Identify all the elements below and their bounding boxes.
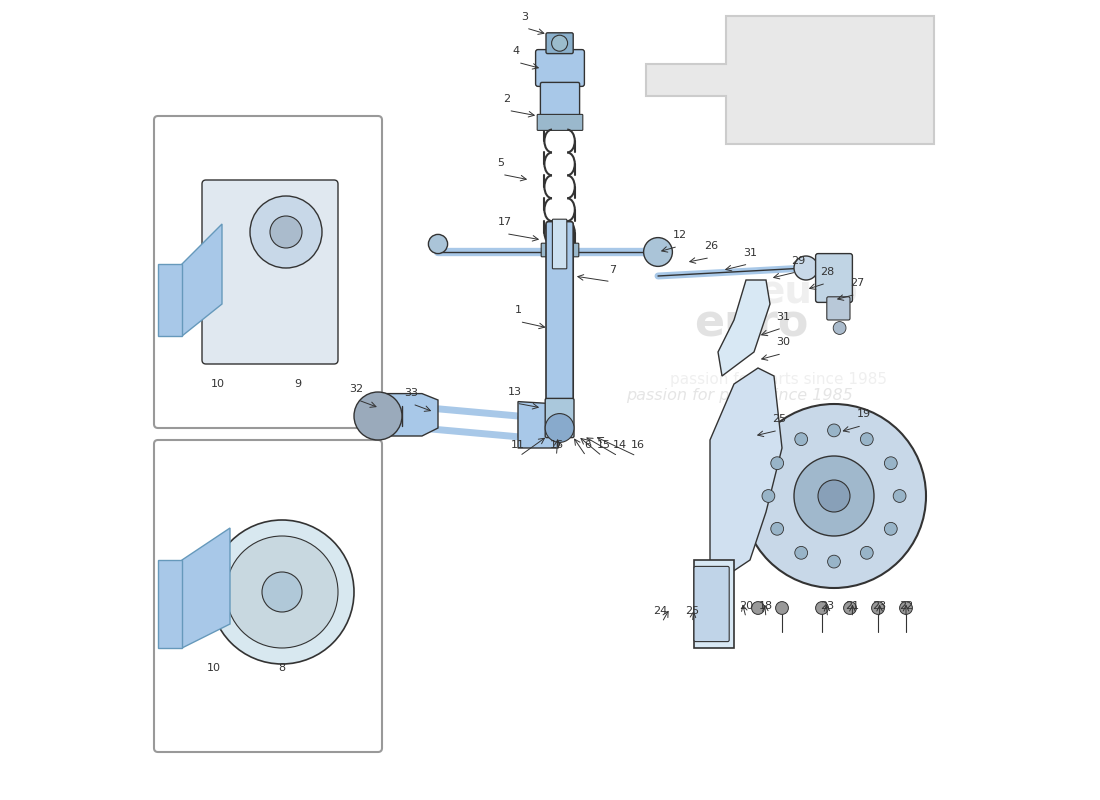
Circle shape [795, 433, 807, 446]
Polygon shape [182, 224, 222, 336]
FancyBboxPatch shape [815, 254, 852, 302]
Circle shape [893, 490, 906, 502]
Text: 12: 12 [672, 230, 686, 240]
Text: 18: 18 [759, 602, 773, 611]
FancyBboxPatch shape [541, 243, 579, 257]
Text: 21: 21 [845, 602, 859, 611]
Circle shape [771, 522, 783, 535]
Circle shape [270, 216, 302, 248]
Text: 22: 22 [899, 602, 913, 611]
Text: 24: 24 [653, 606, 668, 616]
FancyBboxPatch shape [536, 50, 584, 86]
FancyBboxPatch shape [537, 114, 583, 130]
Circle shape [827, 424, 840, 437]
Text: 1: 1 [515, 305, 521, 315]
Text: 5: 5 [497, 158, 504, 168]
Text: 9: 9 [295, 379, 301, 389]
Circle shape [844, 602, 857, 614]
Text: 31: 31 [742, 247, 757, 258]
Text: 20: 20 [739, 602, 754, 611]
Polygon shape [694, 560, 734, 648]
Circle shape [428, 234, 448, 254]
Text: 16: 16 [631, 440, 645, 450]
FancyBboxPatch shape [154, 116, 382, 428]
Circle shape [771, 457, 783, 470]
Text: 28: 28 [821, 266, 835, 277]
Text: 19: 19 [857, 409, 871, 419]
Circle shape [250, 196, 322, 268]
Polygon shape [158, 264, 182, 336]
Polygon shape [158, 560, 182, 648]
Circle shape [210, 520, 354, 664]
Circle shape [833, 322, 846, 334]
Text: 13: 13 [508, 387, 521, 397]
FancyBboxPatch shape [552, 219, 567, 269]
Text: 17: 17 [497, 218, 512, 227]
Circle shape [226, 536, 338, 648]
Circle shape [776, 602, 789, 614]
Circle shape [742, 404, 926, 588]
Text: 27: 27 [850, 278, 865, 288]
Circle shape [860, 546, 873, 559]
Circle shape [644, 238, 672, 266]
FancyBboxPatch shape [546, 33, 573, 54]
Text: euro: euro [758, 274, 858, 312]
Circle shape [794, 256, 818, 280]
Circle shape [795, 546, 807, 559]
Text: 23: 23 [821, 602, 835, 611]
Circle shape [794, 456, 874, 536]
Circle shape [262, 572, 303, 612]
FancyBboxPatch shape [546, 222, 573, 402]
FancyBboxPatch shape [202, 180, 338, 364]
Text: 29: 29 [791, 256, 805, 266]
Text: 33: 33 [404, 388, 418, 398]
Text: 7: 7 [608, 265, 616, 275]
Text: passion for parts since 1985: passion for parts since 1985 [626, 388, 852, 403]
Text: 8: 8 [278, 663, 286, 673]
Polygon shape [718, 280, 770, 376]
Circle shape [762, 490, 774, 502]
Text: 11: 11 [512, 440, 525, 450]
Text: 6: 6 [584, 440, 591, 450]
Text: 3: 3 [521, 11, 528, 22]
Circle shape [900, 602, 912, 614]
Circle shape [815, 602, 828, 614]
Text: 25: 25 [772, 414, 786, 424]
FancyBboxPatch shape [154, 440, 382, 752]
Circle shape [751, 602, 764, 614]
Text: euro: euro [694, 302, 808, 345]
Polygon shape [646, 16, 934, 144]
Text: 10: 10 [207, 663, 221, 673]
Text: 10: 10 [211, 379, 226, 389]
Circle shape [860, 433, 873, 446]
Circle shape [546, 414, 574, 442]
FancyBboxPatch shape [546, 398, 574, 438]
Circle shape [884, 522, 898, 535]
FancyBboxPatch shape [827, 297, 850, 320]
Polygon shape [182, 528, 230, 648]
Text: 23: 23 [872, 602, 887, 611]
Text: 30: 30 [777, 337, 791, 347]
Text: 26: 26 [704, 241, 718, 251]
Text: passion for parts since 1985: passion for parts since 1985 [670, 372, 887, 387]
Circle shape [827, 555, 840, 568]
Text: 32: 32 [350, 384, 363, 394]
Text: 16: 16 [549, 440, 563, 450]
Text: 15: 15 [596, 440, 611, 450]
Text: 2: 2 [503, 94, 510, 104]
Circle shape [354, 392, 402, 440]
FancyBboxPatch shape [694, 566, 729, 642]
Circle shape [871, 602, 884, 614]
Text: 25: 25 [685, 606, 700, 616]
FancyBboxPatch shape [540, 82, 580, 115]
Text: 31: 31 [777, 312, 791, 322]
Circle shape [884, 457, 898, 470]
Text: 4: 4 [513, 46, 520, 56]
Circle shape [551, 35, 568, 51]
Polygon shape [382, 394, 438, 436]
Polygon shape [710, 368, 782, 576]
Polygon shape [518, 402, 562, 448]
Circle shape [818, 480, 850, 512]
Text: 14: 14 [613, 440, 627, 450]
